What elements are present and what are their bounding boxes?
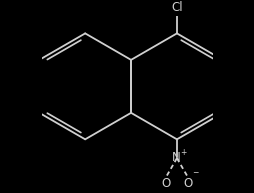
Text: Cl: Cl [171,1,183,14]
Text: O: O [160,177,169,190]
Text: O: O [183,177,192,190]
Text: −: − [192,169,198,178]
Text: N: N [171,151,180,164]
Text: +: + [179,148,185,157]
